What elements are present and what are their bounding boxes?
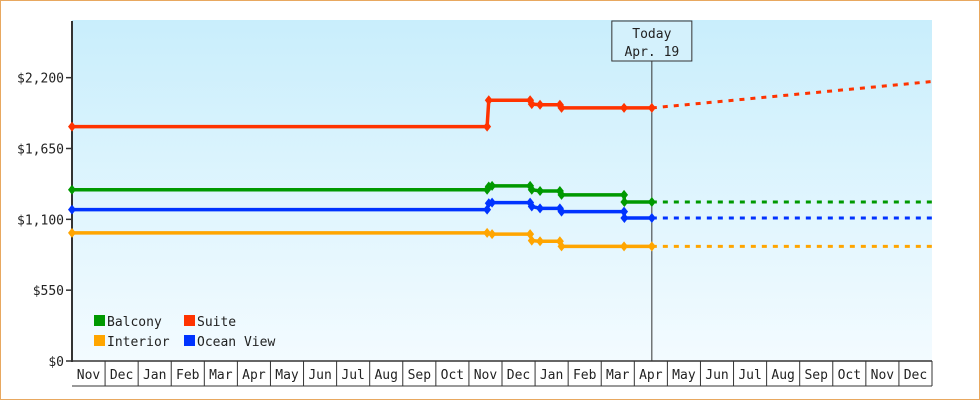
data-point-balcony (68, 184, 76, 195)
data-point-ocean-view (488, 197, 497, 208)
x-tick-label: Apr (639, 368, 663, 383)
y-axis: $0 $550 $1,100 $1,650 $2,200 (17, 21, 73, 370)
data-point-interior (620, 241, 629, 252)
x-tick-label: Sep (804, 368, 828, 383)
x-tick-label: Mar (606, 368, 630, 383)
legend-label: Ocean View (197, 335, 275, 350)
data-point-interior (557, 241, 566, 252)
data-point-interior (68, 227, 76, 238)
x-tick-label: Jan (540, 368, 563, 383)
data-point-ocean-view (527, 201, 536, 212)
y-tick-label: $2,200 (17, 72, 64, 87)
x-tick-label: Jan (143, 368, 166, 383)
data-point-balcony (647, 196, 656, 207)
data-point-suite (68, 121, 76, 132)
y-tick-label: $550 (33, 284, 64, 299)
x-tick-label: Dec (110, 368, 133, 383)
legend: Balcony Suite Interior Ocean View (94, 315, 275, 350)
data-point-interior (488, 229, 497, 240)
today-label: Today (632, 27, 671, 42)
data-point-suite (483, 121, 492, 132)
x-tick-label: Oct (838, 368, 861, 383)
x-tick-label: Dec (507, 368, 530, 383)
data-point-interior (536, 236, 545, 247)
data-point-suite (647, 102, 656, 113)
x-tick-label: Aug (771, 368, 794, 383)
x-tick-label: Jun (308, 368, 331, 383)
data-point-suite (557, 102, 566, 113)
data-point-suite (536, 99, 545, 110)
today-label-box (611, 20, 693, 62)
legend-label: Interior (107, 335, 170, 350)
y-tick-label: $1,650 (17, 143, 64, 158)
today-date: Apr. 19 (624, 45, 679, 60)
data-point-suite (484, 95, 493, 106)
data-point-balcony (557, 189, 566, 200)
data-point-ocean-view (68, 204, 76, 215)
legend-swatch (94, 335, 105, 346)
x-tick-label: Oct (441, 368, 464, 383)
data-point-balcony (620, 189, 629, 200)
today-marker: Today Apr. 19 (611, 20, 693, 361)
x-tick-label: Mar (209, 368, 233, 383)
x-tick-label: Feb (176, 368, 200, 383)
data-point-ocean-view (557, 206, 566, 217)
forecast-line-suite (651, 80, 933, 110)
x-tick-label: May (672, 368, 696, 383)
x-tick-label: Jul (738, 368, 761, 383)
x-tick-label: Feb (573, 368, 597, 383)
data-point-ocean-view (536, 203, 545, 214)
x-tick-label: May (275, 368, 299, 383)
legend-label: Balcony (107, 315, 162, 330)
x-tick-label: Dec (904, 368, 927, 383)
legend-label: Suite (197, 315, 236, 330)
data-point-balcony (536, 186, 545, 196)
legend-swatch (94, 315, 105, 326)
x-tick-label: Nov (77, 368, 101, 383)
data-point-balcony (527, 184, 536, 195)
legend-swatch (184, 335, 195, 346)
legend-swatch (184, 315, 195, 326)
x-tick-label: Jul (341, 368, 364, 383)
data-point-ocean-view (620, 206, 629, 217)
x-axis: Nov Dec Jan Feb Mar Apr May Jun Jul Aug Sep Oct Nov D… (72, 360, 933, 387)
data-point-ocean-view (620, 213, 629, 224)
data-point-suite (527, 99, 536, 110)
x-tick-label: Aug (374, 368, 397, 383)
data-point-balcony (620, 196, 629, 207)
series-line-suite (72, 98, 652, 129)
series-group (68, 80, 933, 252)
x-tick-label: Sep (408, 368, 432, 383)
data-point-ocean-view (647, 213, 656, 224)
y-tick-label: $1,100 (17, 213, 64, 228)
data-point-balcony (488, 180, 497, 191)
x-tick-label: Jun (705, 368, 728, 383)
x-tick-label: Apr (242, 368, 266, 383)
y-tick-label: $0 (48, 355, 64, 370)
x-tick-label: Nov (474, 368, 498, 383)
data-point-interior (647, 241, 656, 252)
data-point-interior (527, 235, 536, 246)
data-point-suite (620, 102, 629, 113)
x-tick-label: Nov (871, 368, 895, 383)
